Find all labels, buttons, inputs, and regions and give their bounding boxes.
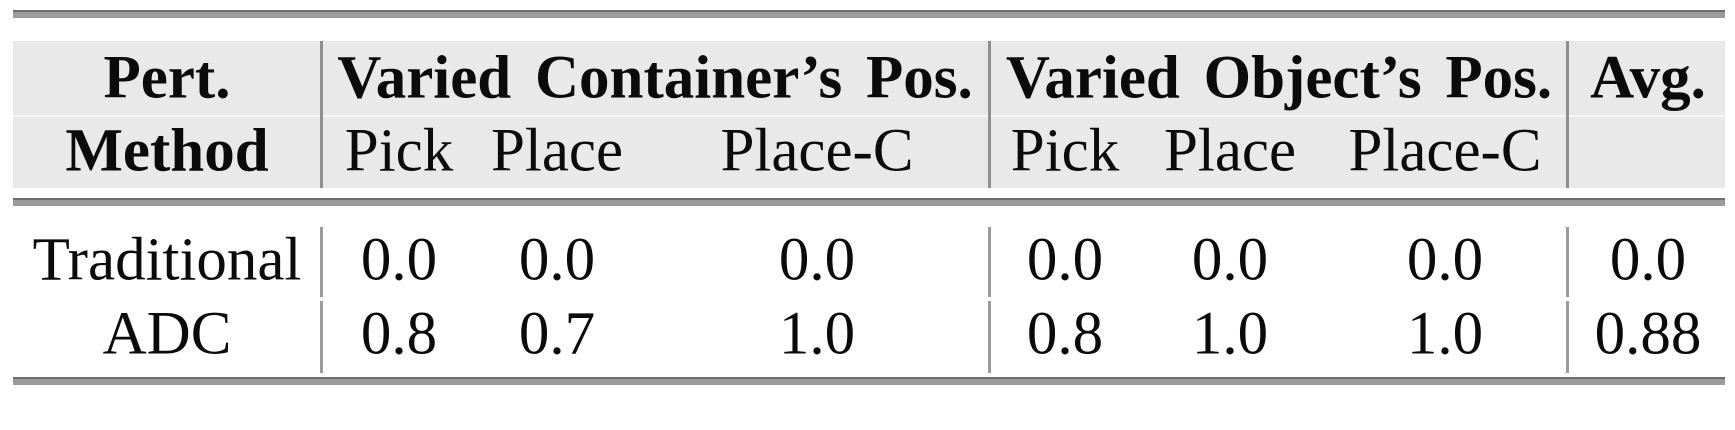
col-header-object-pick: Pick (1010, 117, 1120, 185)
separator-method-group1-body (320, 227, 323, 297)
value-traditional-object-place-c: 0.0 (1406, 226, 1484, 294)
separator-group1-group2-body (988, 301, 991, 373)
table-header-band (13, 41, 1725, 188)
header-avg-label: Avg. (1590, 44, 1706, 112)
table-top-rule (13, 10, 1725, 18)
header-pert-label: Pert. (103, 44, 231, 112)
col-header-container-pick: Pick (344, 117, 454, 185)
value-traditional-object-pick: 0.0 (1026, 226, 1104, 294)
value-adc-object-place-c: 1.0 (1406, 300, 1484, 368)
col-header-container-place-c: Place-C (720, 117, 914, 185)
value-adc-container-place-c: 1.0 (778, 300, 856, 368)
separator-method-group1-header (320, 41, 323, 188)
value-adc-avg: 0.88 (1594, 300, 1702, 368)
col-header-container-place: Place (490, 117, 624, 185)
header-group-varied-object: Varied Object’s Pos. (1005, 44, 1553, 112)
separator-group2-avg-body (1566, 301, 1569, 373)
separator-group2-avg-header (1566, 41, 1569, 188)
value-adc-container-pick: 0.8 (360, 300, 438, 368)
table-mid-rule (13, 198, 1725, 206)
separator-group1-group2-header (988, 41, 991, 188)
separator-group2-avg-body (1566, 227, 1569, 297)
row-traditional-method-label: Traditional (32, 226, 302, 294)
value-traditional-container-pick: 0.0 (360, 226, 438, 294)
col-header-object-place-c: Place-C (1348, 117, 1542, 185)
separator-method-group1-body (320, 301, 323, 373)
value-adc-object-place: 1.0 (1191, 300, 1269, 368)
value-adc-container-place: 0.7 (518, 300, 596, 368)
value-adc-object-pick: 0.8 (1026, 300, 1104, 368)
value-traditional-avg: 0.0 (1609, 226, 1687, 294)
value-traditional-container-place: 0.0 (518, 226, 596, 294)
row-adc-method-label: ADC (102, 300, 232, 368)
value-traditional-container-place-c: 0.0 (778, 226, 856, 294)
header-row-divider (13, 115, 1725, 117)
separator-group1-group2-body (988, 227, 991, 297)
header-group-varied-container: Varied Container’s Pos. (337, 44, 973, 112)
header-method-label: Method (65, 117, 269, 185)
col-header-object-place: Place (1163, 117, 1297, 185)
value-traditional-object-place: 0.0 (1191, 226, 1269, 294)
table-bottom-rule (13, 377, 1725, 385)
